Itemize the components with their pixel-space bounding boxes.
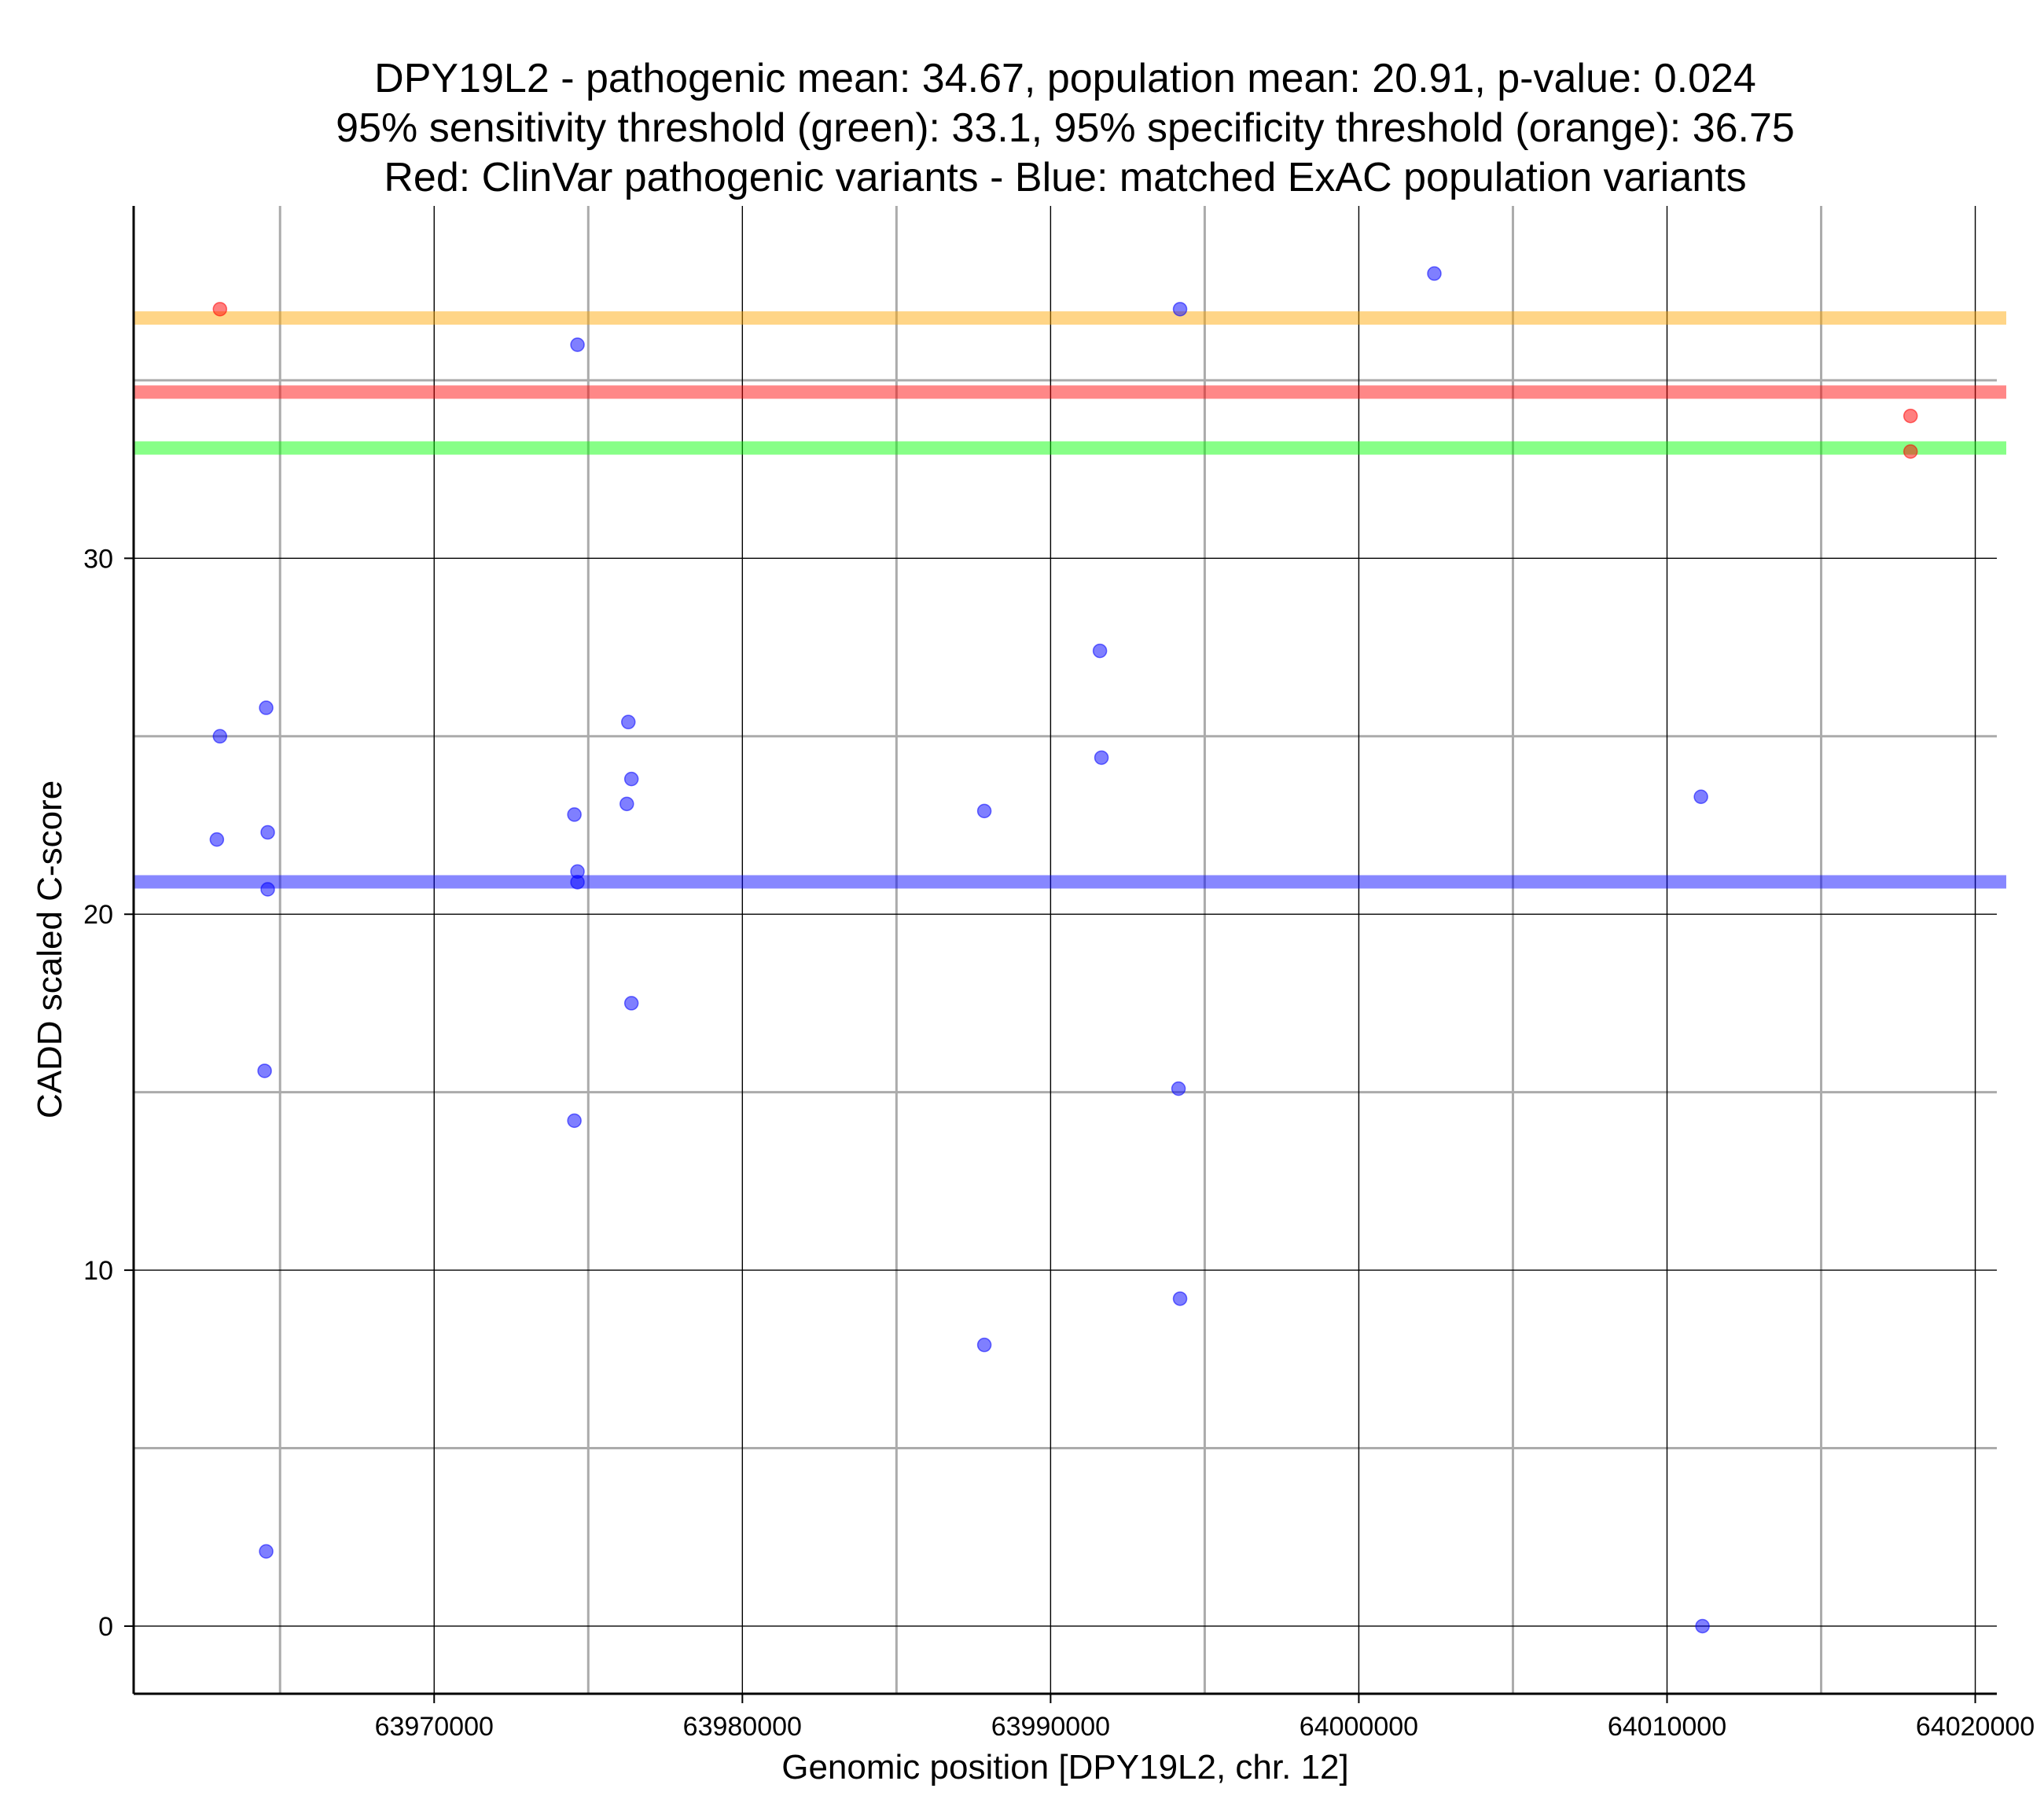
population-variant-point (567, 1113, 582, 1129)
pathogenic-variant-point (212, 302, 228, 317)
x-axis-ticks: 63970000 63980000 63990000 64000000 64010000… (375, 1694, 2035, 1742)
y-tick-label: 0 (98, 1612, 113, 1642)
title-line-1: DPY19L2 - pathogenic mean: 34.67, popula… (374, 56, 1756, 101)
population-variant-point (976, 803, 992, 819)
x-tick-label: 64020000 (1916, 1712, 2035, 1742)
y-axis-title: CADD scaled C-score (31, 780, 69, 1118)
population-variant-point (1695, 1618, 1710, 1634)
population-variant-point (260, 882, 275, 897)
reference-lines (134, 311, 2006, 889)
x-tick-label: 63970000 (375, 1712, 494, 1742)
population-variant-point (209, 832, 225, 847)
population-variant-point (212, 729, 228, 744)
pathogenic-variant-point (1902, 408, 1918, 424)
population-variant-point (259, 700, 274, 715)
population-variant-point (570, 875, 585, 890)
population-variant-point (260, 824, 275, 840)
x-tick-label: 64000000 (1300, 1712, 1418, 1742)
minor-gridlines (134, 206, 1997, 1694)
title-line-2: 95% sensitivity threshold (green): 33.1,… (336, 105, 1795, 151)
population-variant-point (1094, 750, 1109, 766)
population-variant-point (1427, 266, 1442, 281)
population-variant-point (976, 1337, 992, 1353)
x-tick-label: 63990000 (991, 1712, 1110, 1742)
x-tick-label: 63980000 (683, 1712, 802, 1742)
major-gridlines (134, 206, 1997, 1694)
y-axis-ticks: 0 10 20 30 (83, 544, 134, 1642)
population-variant-point (567, 807, 582, 822)
population-variant-point (257, 1063, 272, 1078)
x-tick-label: 64010000 (1608, 1712, 1726, 1742)
y-tick-label: 30 (83, 544, 113, 574)
population-variant-point (1693, 789, 1708, 805)
population-variant-point (623, 771, 639, 787)
population-variant-point (1092, 643, 1108, 659)
population-variant-point (1172, 1291, 1188, 1306)
population-variant-point (259, 1544, 274, 1559)
population-variant-point (1171, 1081, 1186, 1096)
y-tick-label: 10 (83, 1256, 113, 1286)
axes (132, 206, 1997, 1695)
pathogenic-variant-point (1902, 444, 1918, 459)
population-variant-point (619, 796, 634, 812)
y-tick-label: 20 (83, 900, 113, 930)
population-variant-point (570, 337, 585, 352)
population-variant-point (623, 996, 639, 1011)
chart-title: DPY19L2 - pathogenic mean: 34.67, popula… (336, 56, 1795, 200)
data-points (209, 266, 1918, 1634)
x-axis-title: Genomic position [DPY19L2, chr. 12] (781, 1748, 1349, 1786)
population-variant-point (621, 714, 636, 729)
title-line-3: Red: ClinVar pathogenic variants - Blue:… (384, 155, 1746, 200)
population-variant-point (1172, 302, 1188, 317)
